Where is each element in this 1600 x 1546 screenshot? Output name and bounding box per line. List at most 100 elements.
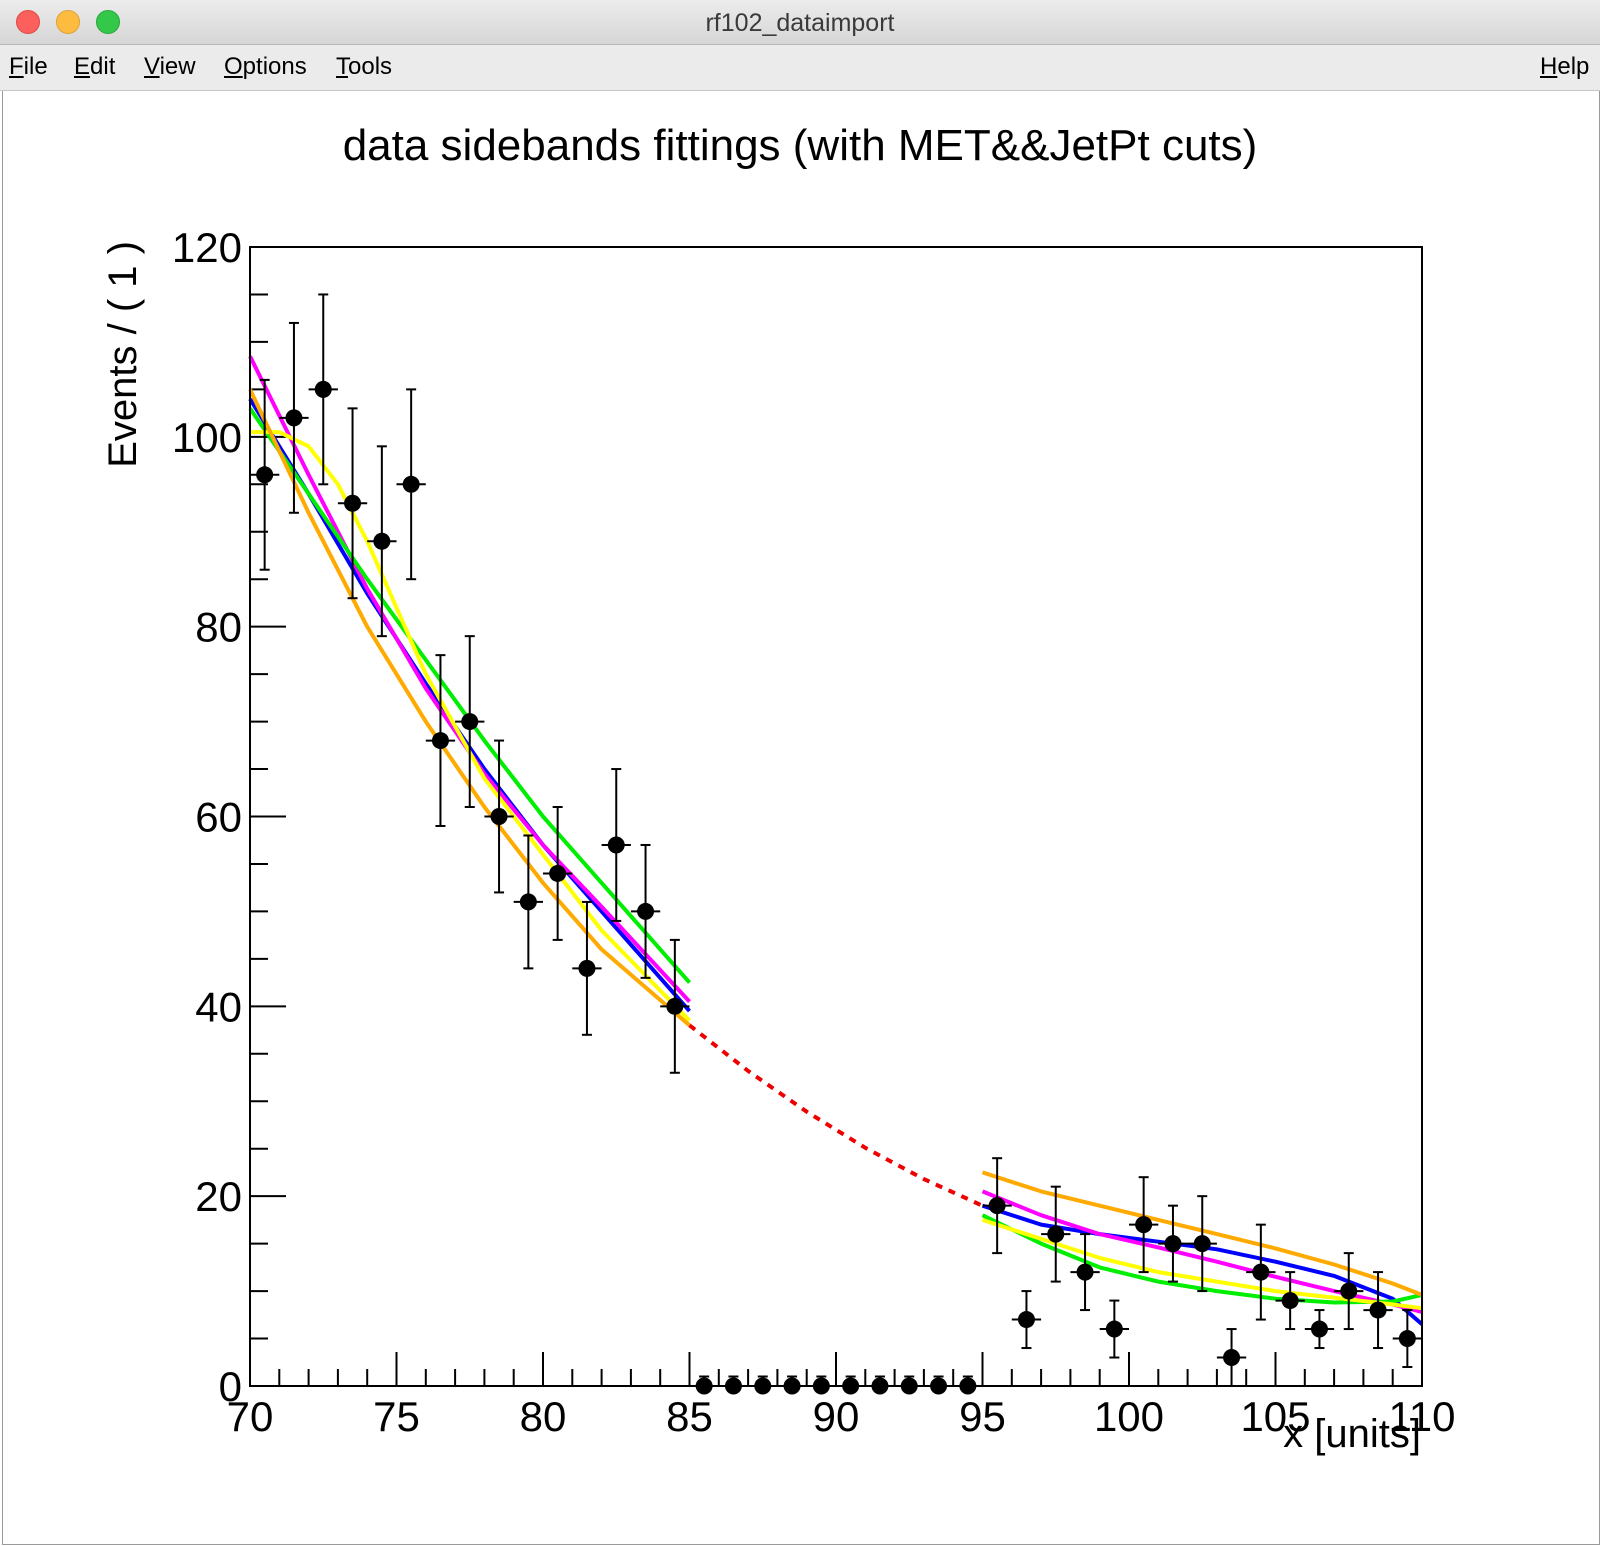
zoom-window-button[interactable]: [96, 10, 120, 34]
data-marker: [1252, 1263, 1270, 1281]
data-marker: [431, 732, 449, 750]
data-point: [572, 900, 602, 1036]
data-points: [250, 293, 1422, 1395]
data-marker: [344, 494, 362, 512]
data-marker: [490, 808, 508, 825]
data-marker: [1017, 1311, 1035, 1329]
x-axis-label: x [units]: [1283, 1412, 1421, 1456]
data-point: [484, 739, 514, 894]
data-point: [1216, 1328, 1247, 1386]
data-marker: [1369, 1301, 1387, 1319]
menu-bar: File Edit View Options Tools Help: [0, 45, 1600, 91]
window-titlebar: rf102_dataimport: [0, 0, 1600, 45]
data-marker: [285, 409, 303, 427]
data-marker: [1135, 1216, 1153, 1234]
menu-tools[interactable]: Tools: [336, 53, 393, 80]
data-marker: [519, 893, 537, 911]
data-point: [1392, 1309, 1422, 1369]
fit-curve-left-sideband: [248, 388, 691, 1027]
x-tick-label: 105: [1240, 1393, 1310, 1440]
menu-file[interactable]: File: [9, 53, 48, 80]
data-marker: [314, 380, 332, 398]
plot-canvas[interactable]: data sidebands fittings (with MET&&JetPt…: [0, 91, 1600, 1543]
data-marker: [1047, 1225, 1065, 1243]
data-point: [1070, 1233, 1100, 1312]
data-point: [396, 388, 426, 581]
plot-frame: [249, 246, 1423, 1387]
window-title: rf102_dataimport: [705, 9, 895, 37]
data-point: [513, 834, 543, 970]
data-point: [660, 938, 690, 1074]
data-marker: [988, 1197, 1006, 1215]
data-point: [1187, 1195, 1217, 1293]
x-tick-label: 85: [666, 1393, 713, 1440]
data-marker: [373, 532, 391, 550]
y-tick-label: 0: [219, 1363, 242, 1410]
fit-curve-right-sideband: [981, 1217, 1423, 1311]
fit-curve-left-sideband: [248, 407, 692, 984]
data-point: [425, 654, 456, 827]
x-tick-label: 90: [813, 1393, 860, 1440]
data-point: [279, 321, 309, 514]
data-point: [1246, 1223, 1276, 1321]
data-marker: [1164, 1235, 1182, 1253]
data-point: [337, 407, 368, 600]
data-point: [982, 1157, 1012, 1255]
y-tick-label: 120: [172, 224, 242, 271]
data-marker: [1281, 1292, 1299, 1310]
chart-title: data sidebands fittings (with MET&&JetPt…: [343, 121, 1258, 170]
data-marker: [461, 713, 479, 731]
x-tick-label: 95: [959, 1393, 1006, 1440]
fit-curve-left-sideband: [248, 355, 691, 1003]
data-marker: [1105, 1320, 1123, 1338]
data-point: [1363, 1271, 1393, 1350]
data-point: [308, 293, 338, 486]
data-marker: [1223, 1349, 1241, 1367]
data-point: [1334, 1252, 1364, 1331]
data-point: [1158, 1204, 1188, 1283]
data-marker: [1310, 1320, 1328, 1338]
data-marker: [666, 997, 684, 1015]
fit-curve-right-sideband: [981, 1170, 1423, 1297]
x-tick-label: 75: [373, 1393, 420, 1440]
data-marker: [1076, 1263, 1094, 1281]
data-point: [250, 378, 280, 571]
x-tick-label: 100: [1094, 1393, 1164, 1440]
menu-edit[interactable]: Edit: [74, 53, 116, 80]
fit-curves: [248, 355, 1424, 1326]
minimize-window-button[interactable]: [56, 10, 80, 34]
y-axis-label: Events / ( 1 ): [101, 241, 145, 468]
data-point: [1275, 1271, 1305, 1331]
data-marker: [1340, 1282, 1358, 1300]
data-point: [1011, 1290, 1042, 1350]
close-window-button[interactable]: [16, 10, 40, 34]
data-point: [630, 843, 661, 979]
data-marker: [578, 959, 596, 977]
x-tick-label: 70: [227, 1393, 274, 1440]
y-tick-label: 60: [195, 794, 242, 841]
y-tick-label: 40: [195, 983, 242, 1030]
data-marker: [607, 836, 625, 854]
data-marker: [549, 864, 567, 882]
axis-ticks: 70 75 80 85 90 95 100 105 110 0 20 40 60 80 100 120: [172, 224, 1456, 1440]
data-point: [367, 445, 397, 638]
y-tick-label: 80: [195, 604, 242, 651]
data-marker: [1398, 1330, 1416, 1348]
data-marker: [402, 475, 420, 493]
menu-options[interactable]: Options: [224, 53, 307, 80]
data-point: [1099, 1299, 1129, 1359]
data-point: [1129, 1176, 1159, 1274]
data-marker: [1193, 1235, 1211, 1253]
menu-help[interactable]: Help: [1540, 53, 1590, 80]
x-tick-label: 110: [1389, 1393, 1456, 1440]
interpolated-fit-curve: [688, 1023, 984, 1208]
data-point: [1304, 1309, 1335, 1350]
menu-view[interactable]: View: [144, 53, 196, 80]
data-point: [543, 806, 573, 941]
data-marker: [637, 902, 655, 920]
data-point: [455, 635, 485, 809]
data-point: [601, 768, 631, 922]
data-marker: [256, 466, 274, 484]
y-tick-label: 20: [195, 1173, 242, 1220]
data-point: [1041, 1185, 1071, 1283]
